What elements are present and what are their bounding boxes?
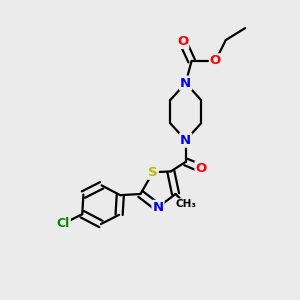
- Text: CH₃: CH₃: [175, 199, 196, 209]
- Text: S: S: [148, 166, 158, 179]
- Text: O: O: [210, 54, 221, 67]
- Text: O: O: [177, 35, 188, 48]
- Text: N: N: [180, 76, 191, 90]
- Text: N: N: [180, 134, 191, 147]
- Text: O: O: [196, 162, 207, 175]
- Text: Cl: Cl: [57, 217, 70, 230]
- Text: N: N: [152, 201, 164, 214]
